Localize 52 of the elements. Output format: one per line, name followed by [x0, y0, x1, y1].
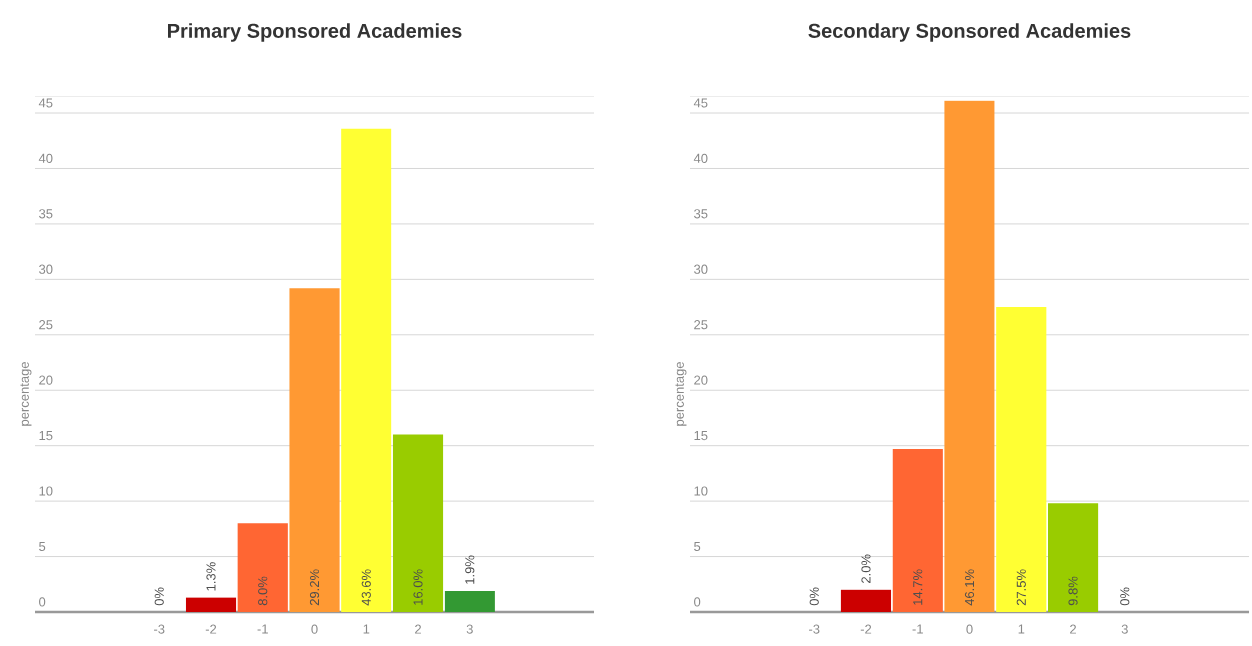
y-tick-label: 40 — [38, 153, 53, 163]
data-label: 0% — [154, 587, 164, 606]
data-label: 2.0% — [861, 554, 871, 583]
x-tick-label: -1 — [912, 624, 923, 634]
data-label: 8.0% — [258, 576, 268, 606]
x-tick-label: -2 — [860, 624, 872, 634]
chart-title: Primary Sponsored Academies — [168, 23, 462, 42]
x-tick-label: -3 — [809, 624, 820, 634]
data-label: 27.5% — [1016, 569, 1026, 606]
data-label: 0% — [1120, 587, 1130, 606]
x-tick-label: 0 — [311, 624, 318, 634]
y-tick-label: 15 — [39, 431, 53, 441]
y-tick-label: 45 — [693, 98, 708, 108]
y-tick-label: 30 — [39, 264, 53, 274]
data-label: 16.0% — [413, 569, 423, 605]
y-axis-title: percentage — [20, 362, 32, 426]
x-tick-label: 2 — [415, 624, 421, 634]
y-tick-label: 15 — [694, 431, 708, 441]
y-tick-label: 30 — [694, 264, 708, 274]
x-tick-label: 1 — [363, 624, 370, 634]
x-tick-label: 1 — [1018, 624, 1025, 634]
x-tick-label: -1 — [257, 624, 268, 634]
chart-title: Secondary Sponsored Academies — [808, 23, 1131, 42]
data-label: 14.7% — [913, 569, 923, 605]
y-tick-label: 40 — [693, 153, 708, 163]
x-tick-label: 3 — [1121, 624, 1128, 634]
x-tick-label: 2 — [1070, 624, 1076, 634]
y-tick-label: 5 — [694, 541, 701, 552]
y-tick-label: 0 — [39, 597, 46, 607]
data-label: 9.8% — [1068, 576, 1078, 606]
y-tick-label: 0 — [694, 597, 701, 607]
y-tick-label: 45 — [38, 98, 53, 108]
y-tick-label: 5 — [39, 541, 46, 552]
x-tick-label: 3 — [466, 624, 473, 634]
y-tick-label: 35 — [39, 209, 53, 219]
data-label: 1.3% — [206, 562, 216, 591]
x-tick-label: -3 — [154, 624, 165, 634]
y-tick-label: 10 — [39, 486, 53, 496]
y-tick-label: 20 — [694, 375, 708, 385]
y-tick-label: 10 — [694, 486, 708, 496]
data-label: 46.1% — [964, 569, 975, 606]
x-tick-label: -2 — [205, 624, 217, 634]
data-label: 1.9% — [465, 555, 475, 584]
data-label: 29.2% — [309, 569, 320, 606]
data-label: 0% — [809, 587, 819, 606]
y-tick-label: 35 — [694, 209, 708, 219]
y-tick-label: 25 — [694, 320, 708, 330]
y-axis-title: percentage — [675, 362, 687, 426]
data-label: 43.6% — [361, 569, 371, 606]
y-tick-label: 25 — [39, 320, 53, 330]
y-tick-label: 20 — [39, 375, 53, 385]
x-tick-label: 0 — [966, 624, 973, 634]
